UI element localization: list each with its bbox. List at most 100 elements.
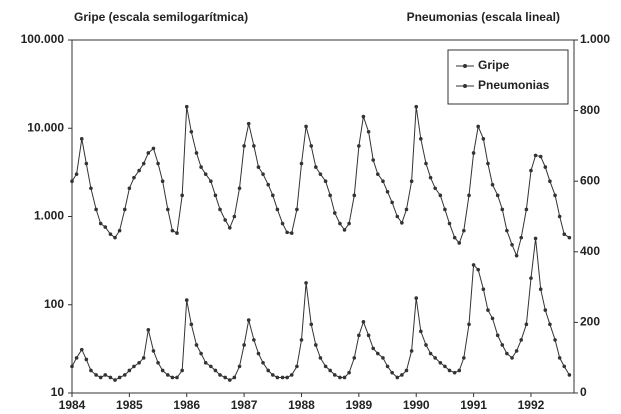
data-point (314, 343, 318, 347)
data-point (519, 235, 524, 240)
data-point (280, 375, 285, 380)
data-point (338, 221, 342, 226)
data-point (295, 207, 299, 212)
data-point (266, 182, 271, 187)
data-point (227, 378, 232, 382)
data-point (385, 364, 390, 369)
data-point (256, 165, 261, 169)
y-tick-label: 100.000 (21, 32, 65, 46)
data-point (438, 193, 443, 198)
data-point (146, 328, 151, 332)
data-point (409, 349, 414, 353)
data-point (309, 322, 314, 327)
data-point (390, 200, 394, 205)
data-point (127, 186, 132, 191)
data-point (232, 214, 237, 219)
data-point (175, 231, 179, 235)
y2-tick-label: 200 (580, 315, 600, 329)
data-point (261, 172, 265, 176)
data-point (533, 153, 538, 158)
data-point (141, 356, 146, 360)
data-point (113, 235, 117, 240)
data-point (103, 373, 108, 377)
y-tick-label: 1.000 (34, 209, 64, 223)
data-point (524, 207, 529, 212)
data-point (338, 375, 342, 380)
data-point (98, 375, 103, 380)
data-point (486, 161, 490, 166)
series-line (71, 106, 570, 258)
data-point (98, 221, 103, 226)
data-point (495, 333, 500, 338)
data-point (271, 193, 275, 198)
data-point (428, 351, 433, 356)
x-tick-label: 1988 (288, 398, 315, 412)
data-point (266, 368, 271, 373)
data-point (457, 241, 462, 245)
data-point (89, 368, 93, 373)
data-point (94, 207, 98, 212)
data-point (271, 373, 275, 377)
data-point (299, 338, 304, 342)
data-point (424, 161, 428, 166)
data-point (70, 179, 74, 183)
data-point (414, 296, 419, 300)
legend-label: Gripe (478, 58, 510, 72)
data-point (237, 186, 242, 191)
data-point (252, 338, 256, 342)
data-point (562, 364, 567, 369)
data-point (357, 333, 361, 338)
data-point (538, 287, 543, 292)
data-point (108, 375, 113, 380)
data-point (137, 168, 141, 173)
data-point (223, 375, 227, 380)
legend-marker (463, 84, 467, 88)
data-point (285, 375, 289, 380)
data-point (175, 375, 179, 380)
data-point (433, 356, 437, 360)
data-point (285, 230, 289, 235)
data-point (490, 182, 495, 187)
data-point (252, 144, 256, 148)
data-point (447, 221, 452, 226)
data-point (490, 316, 495, 321)
data-point (467, 322, 471, 327)
data-point (495, 193, 500, 198)
data-point (213, 193, 218, 198)
data-point (103, 225, 108, 229)
y2-tick-label: 0 (580, 385, 587, 399)
data-point (166, 207, 170, 212)
data-point (184, 298, 189, 302)
data-point (486, 308, 490, 312)
data-point (347, 370, 351, 375)
x-tick-label: 1985 (116, 398, 143, 412)
data-point (438, 360, 443, 365)
data-point (471, 263, 476, 267)
data-point (156, 161, 160, 166)
data-point (395, 375, 400, 380)
y2-title: Pneumonias (escala lineal) (407, 10, 560, 24)
data-point (462, 228, 466, 233)
data-point (371, 158, 376, 162)
data-point (237, 364, 242, 369)
data-point (289, 231, 294, 235)
data-point (433, 186, 437, 191)
data-point (261, 360, 265, 365)
legend-label: Pneumonias (478, 78, 550, 92)
data-point (557, 214, 562, 219)
data-point (199, 351, 203, 356)
data-point (510, 242, 514, 247)
data-point (352, 193, 357, 198)
data-point (567, 373, 572, 377)
data-point (318, 172, 323, 176)
x-tick-label: 1984 (59, 398, 86, 412)
data-point (529, 276, 533, 280)
data-point (481, 287, 486, 292)
x-tick-label: 1989 (346, 398, 373, 412)
data-point (505, 351, 509, 356)
data-point (366, 333, 371, 338)
data-point (189, 322, 194, 327)
data-point (232, 375, 237, 380)
data-point (242, 144, 246, 148)
